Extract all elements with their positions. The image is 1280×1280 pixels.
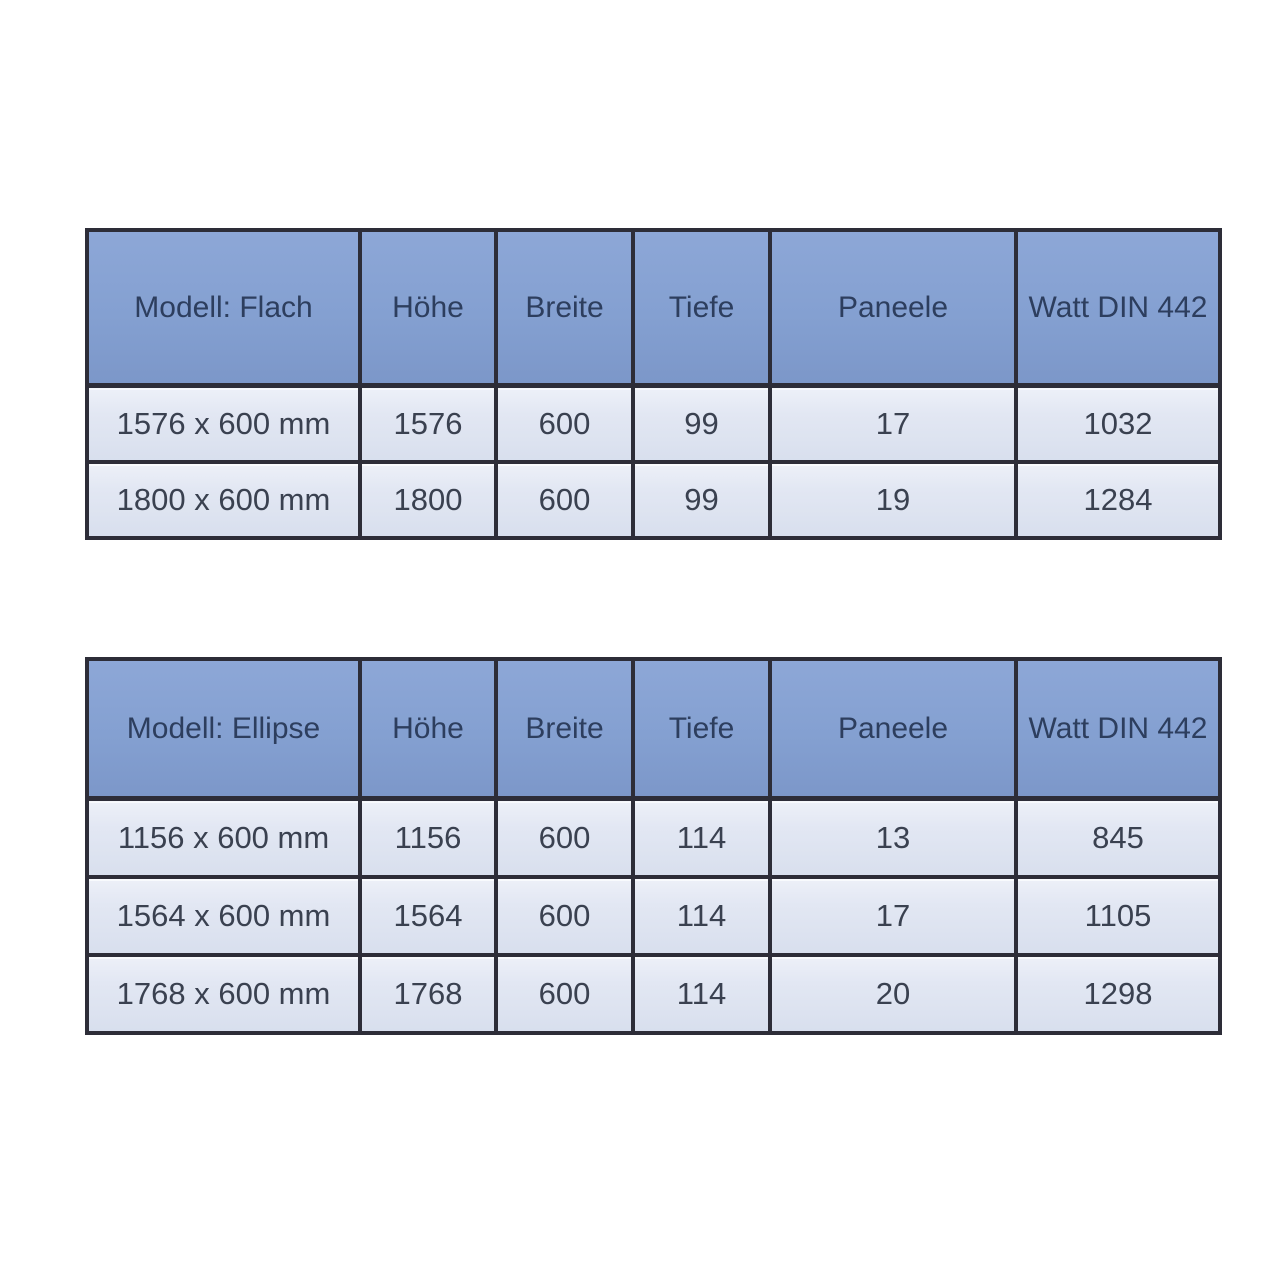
- spec-table-ellipse: Modell: Ellipse Höhe Breite Tiefe Paneel…: [85, 657, 1222, 1035]
- table-row: 1564 x 600 mm 1564 600 114 17 1105: [85, 875, 1222, 957]
- cell-watt: 845: [1014, 796, 1222, 879]
- spec-table-flach: Modell: Flach Höhe Breite Tiefe Paneele …: [85, 228, 1222, 540]
- cell-paneele: 17: [768, 875, 1018, 957]
- column-header-paneele: Paneele: [768, 228, 1018, 388]
- cell-tiefe: 114: [631, 953, 772, 1035]
- cell-size: 1576 x 600 mm: [85, 383, 362, 464]
- cell-breite: 600: [494, 796, 635, 879]
- column-header-watt: Watt DIN 442: [1014, 657, 1222, 801]
- cell-paneele: 13: [768, 796, 1018, 879]
- table-row: 1576 x 600 mm 1576 600 99 17 1032: [85, 383, 1222, 464]
- cell-size: 1768 x 600 mm: [85, 953, 362, 1035]
- cell-size: 1156 x 600 mm: [85, 796, 362, 879]
- flach-header-row: Modell: Flach Höhe Breite Tiefe Paneele …: [85, 228, 1222, 388]
- cell-paneele: 17: [768, 383, 1018, 464]
- cell-hoehe: 1576: [358, 383, 498, 464]
- column-header-tiefe: Tiefe: [631, 657, 772, 801]
- cell-tiefe: 114: [631, 796, 772, 879]
- cell-watt: 1298: [1014, 953, 1222, 1035]
- cell-paneele: 20: [768, 953, 1018, 1035]
- cell-breite: 600: [494, 383, 635, 464]
- cell-watt: 1105: [1014, 875, 1222, 957]
- column-header-watt: Watt DIN 442: [1014, 228, 1222, 388]
- cell-watt: 1032: [1014, 383, 1222, 464]
- cell-breite: 600: [494, 953, 635, 1035]
- cell-hoehe: 1768: [358, 953, 498, 1035]
- cell-hoehe: 1800: [358, 460, 498, 540]
- cell-size: 1564 x 600 mm: [85, 875, 362, 957]
- column-header-hoehe: Höhe: [358, 657, 498, 801]
- column-header-breite: Breite: [494, 228, 635, 388]
- cell-breite: 600: [494, 460, 635, 540]
- cell-size: 1800 x 600 mm: [85, 460, 362, 540]
- cell-hoehe: 1564: [358, 875, 498, 957]
- table-row: 1800 x 600 mm 1800 600 99 19 1284: [85, 460, 1222, 540]
- cell-tiefe: 99: [631, 460, 772, 540]
- column-header-model: Modell: Ellipse: [85, 657, 362, 801]
- table-row: 1768 x 600 mm 1768 600 114 20 1298: [85, 953, 1222, 1035]
- cell-tiefe: 99: [631, 383, 772, 464]
- ellipse-header-row: Modell: Ellipse Höhe Breite Tiefe Paneel…: [85, 657, 1222, 801]
- column-header-paneele: Paneele: [768, 657, 1018, 801]
- column-header-tiefe: Tiefe: [631, 228, 772, 388]
- cell-tiefe: 114: [631, 875, 772, 957]
- cell-hoehe: 1156: [358, 796, 498, 879]
- column-header-breite: Breite: [494, 657, 635, 801]
- cell-breite: 600: [494, 875, 635, 957]
- cell-watt: 1284: [1014, 460, 1222, 540]
- column-header-hoehe: Höhe: [358, 228, 498, 388]
- cell-paneele: 19: [768, 460, 1018, 540]
- column-header-model: Modell: Flach: [85, 228, 362, 388]
- table-row: 1156 x 600 mm 1156 600 114 13 845: [85, 796, 1222, 879]
